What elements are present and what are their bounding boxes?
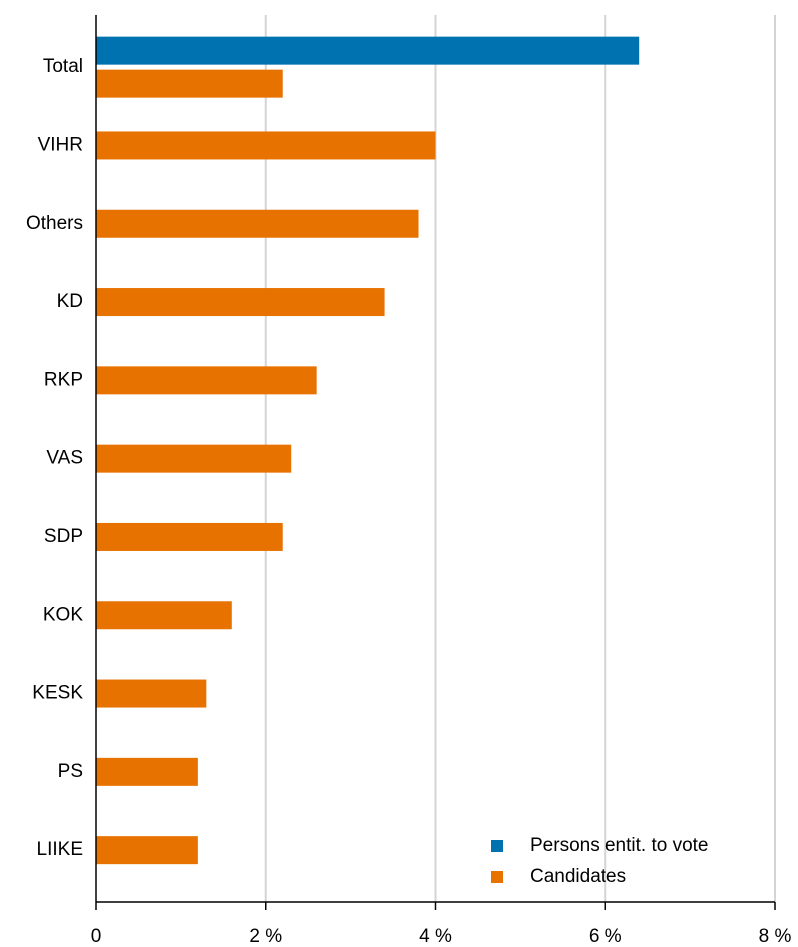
x-tick-label: 8 %: [759, 926, 792, 947]
y-tick-label: LIIKE: [37, 839, 83, 860]
y-tick-label: Others: [26, 213, 83, 234]
y-tick-label: VIHR: [38, 134, 83, 155]
legend-swatch: [491, 840, 503, 852]
y-tick-label: RKP: [44, 369, 83, 390]
x-tick-label: 6 %: [589, 926, 622, 947]
bar: [96, 288, 385, 317]
legend-swatch: [491, 871, 503, 883]
bar: [96, 36, 640, 65]
bar: [96, 522, 283, 551]
y-tick-label: KD: [57, 291, 83, 312]
bar: [96, 366, 317, 395]
bar: [96, 69, 283, 98]
bar: [96, 757, 198, 786]
x-tick-label: 2 %: [249, 926, 282, 947]
y-tick-label: KOK: [43, 604, 83, 625]
y-tick-label: KESK: [32, 683, 83, 704]
x-tick-label: 0: [91, 926, 102, 947]
x-tick-label: 4 %: [419, 926, 452, 947]
bar: [96, 131, 436, 160]
y-tick-label: VAS: [46, 448, 83, 469]
legend-label: Persons entit. to vote: [530, 835, 709, 856]
bar: [96, 444, 292, 473]
y-tick-label: SDP: [44, 526, 83, 547]
y-tick-label: PS: [58, 761, 83, 782]
legend-label: Candidates: [530, 866, 626, 887]
bar: [96, 679, 207, 708]
y-tick-label: Total: [43, 56, 83, 77]
bar: [96, 209, 419, 238]
bar: [96, 601, 232, 630]
bar: [96, 836, 198, 865]
